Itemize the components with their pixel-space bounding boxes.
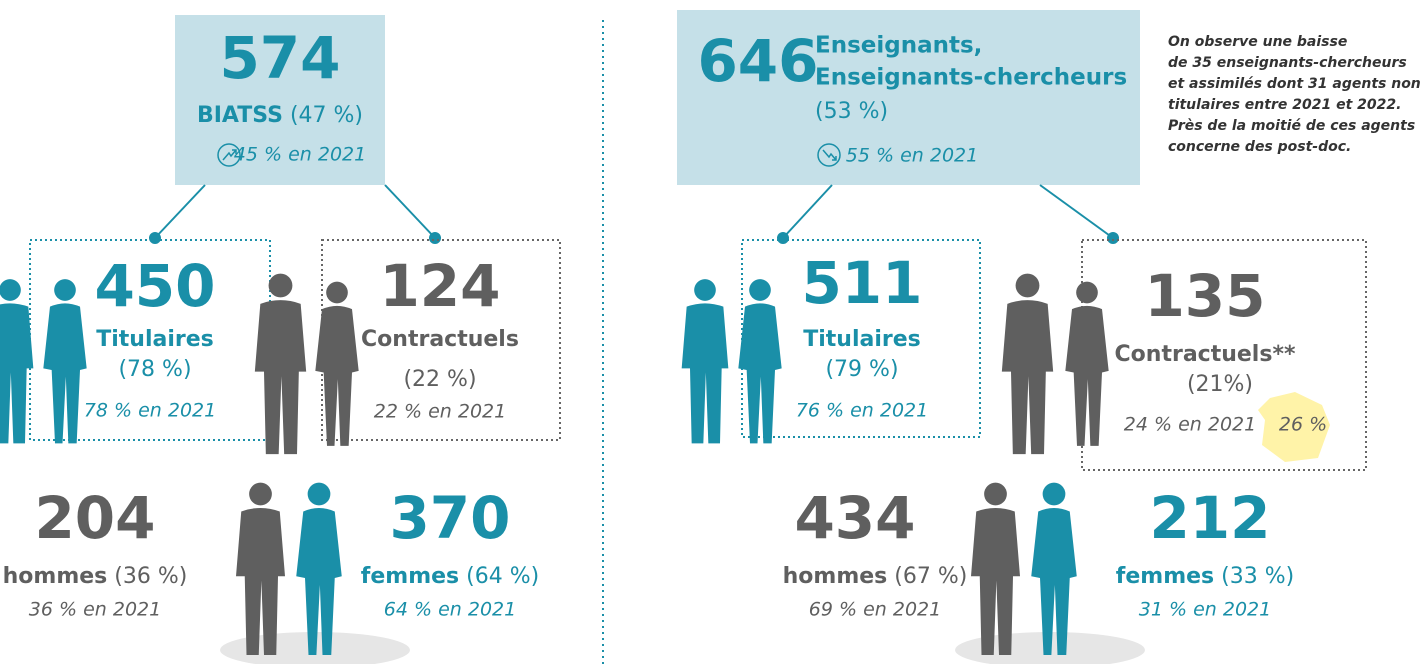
total-prev: 45 % en 2021	[234, 144, 366, 166]
note-line: titulaires entre 2021 et 2022.	[1168, 97, 1401, 113]
contractuels-prev: 22 % en 2021	[374, 401, 506, 423]
contractuels-value: 135	[1144, 262, 1265, 330]
femmes-label: femmes (64 %)	[361, 564, 539, 589]
silhouette	[1001, 273, 1054, 455]
hommes-label: hommes (67 %)	[783, 564, 968, 589]
silhouette	[738, 279, 782, 444]
total-label: Enseignants-chercheurs	[815, 65, 1127, 91]
silhouette	[1065, 281, 1109, 446]
hommes-value: 434	[794, 484, 915, 552]
silhouette	[236, 482, 285, 655]
silhouette	[254, 273, 307, 455]
france-value: 26 %	[1279, 414, 1327, 436]
femmes-label: femmes (33 %)	[1116, 564, 1294, 589]
note-line: de 35 enseignants-chercheurs	[1168, 55, 1407, 71]
silhouette	[1031, 482, 1077, 655]
silhouette	[43, 279, 87, 444]
total-label: Enseignants,	[815, 33, 982, 59]
total: 574	[219, 24, 340, 92]
femmes-value: 370	[389, 484, 510, 552]
trend-icon	[817, 143, 841, 167]
pct: (47 %)	[290, 103, 363, 128]
contractuels-label: Contractuels	[361, 327, 519, 352]
total-label: BIATSS (47 %)	[197, 103, 363, 128]
titulaires-value: 450	[94, 252, 215, 320]
connectors	[777, 184, 1119, 244]
hommes-label: hommes (36 %)	[3, 564, 188, 589]
trend-arrow	[222, 149, 237, 161]
label: hommes	[3, 564, 108, 589]
label: femmes	[361, 564, 459, 589]
titulaires-prev: 78 % en 2021	[84, 400, 216, 422]
note-line: et assimilés dont 31 agents non	[1168, 76, 1421, 92]
femmes-value: 212	[1149, 484, 1270, 552]
label: femmes	[1116, 564, 1214, 589]
silhouette	[681, 279, 729, 444]
titulaires-label: Titulaires	[803, 327, 921, 352]
pct: (64 %)	[466, 564, 539, 589]
titulaires-pct: (78 %)	[118, 357, 191, 382]
france-map	[1258, 392, 1330, 462]
total-box	[175, 15, 385, 185]
trend-icon	[217, 143, 241, 167]
contractuels-box	[1081, 239, 1367, 471]
total-box	[677, 10, 1140, 185]
contractuels-label: Contractuels**	[1115, 342, 1296, 367]
femmes-prev: 31 % en 2021	[1139, 599, 1271, 621]
contractuels-prev: 24 % en 2021	[1124, 414, 1256, 436]
pct: (36 %)	[114, 564, 187, 589]
silhouette	[0, 279, 34, 444]
hommes-prev: 69 % en 2021	[809, 599, 941, 621]
contractuels-pct: (22 %)	[403, 367, 476, 392]
hommes-prev: 36 % en 2021	[29, 599, 161, 621]
note-line: concerne des post-doc.	[1168, 139, 1351, 155]
total: 646	[697, 27, 818, 95]
pct: (33 %)	[1221, 564, 1294, 589]
silhouette	[971, 482, 1020, 655]
contractuels-pct: (21%)	[1187, 372, 1253, 397]
titulaires-prev: 76 % en 2021	[796, 400, 928, 422]
note-line: Près de la moitié de ces agents	[1168, 118, 1415, 134]
label: BIATSS	[197, 103, 283, 128]
note: On observe une baisse de 35 enseignants-…	[1168, 34, 1421, 155]
titulaires-pct: (79 %)	[825, 357, 898, 382]
silhouette	[296, 482, 342, 655]
hommes-value: 204	[34, 484, 155, 552]
titulaires-value: 511	[801, 249, 922, 317]
silhouette	[315, 281, 359, 446]
trend-arrow	[822, 149, 837, 161]
total-pct: (53 %)	[815, 99, 888, 124]
label: hommes	[783, 564, 888, 589]
connectors	[149, 184, 441, 244]
pct: (67 %)	[894, 564, 967, 589]
total-prev: 55 % en 2021	[846, 145, 978, 167]
femmes-prev: 64 % en 2021	[384, 599, 516, 621]
titulaires-label: Titulaires	[96, 327, 214, 352]
contractuels-value: 124	[379, 252, 500, 320]
note-line: On observe une baisse	[1168, 34, 1347, 50]
